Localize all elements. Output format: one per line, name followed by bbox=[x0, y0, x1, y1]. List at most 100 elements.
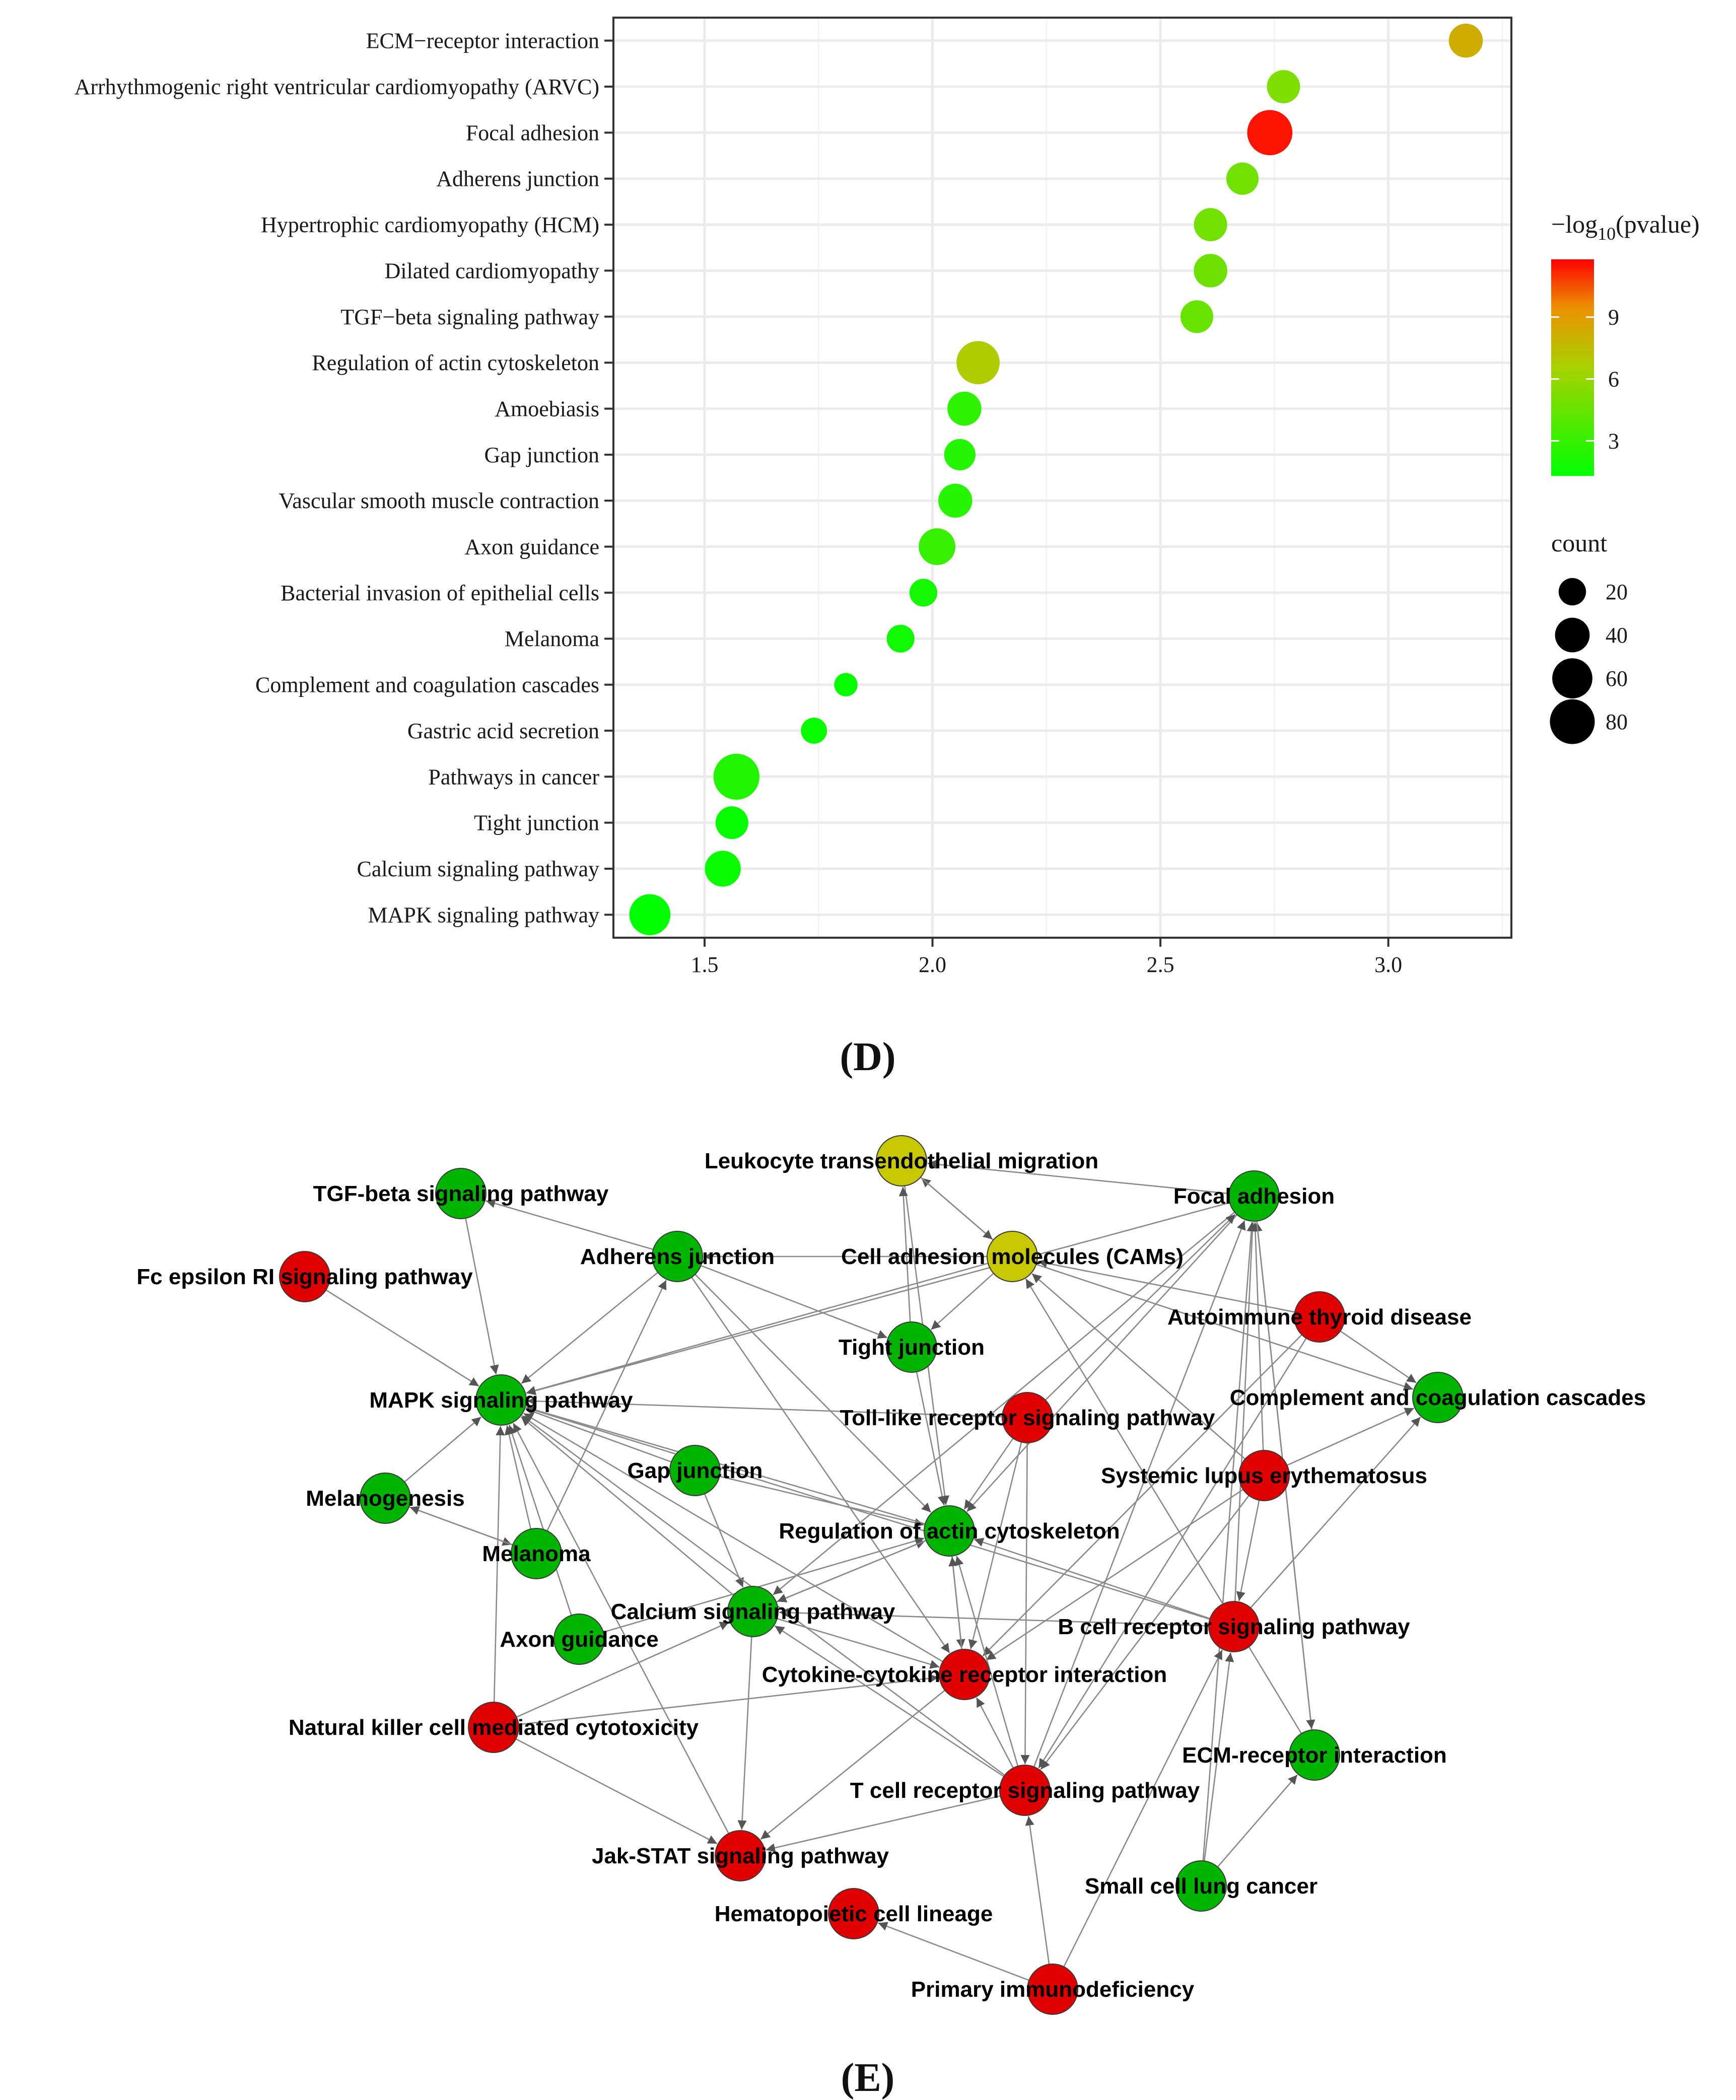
network-edge bbox=[513, 1423, 729, 1834]
network-edge bbox=[527, 1396, 1003, 1418]
color-tick-label: 3 bbox=[1608, 429, 1619, 453]
network-node-label: Leukocyte transendothelial migration bbox=[705, 1149, 1098, 1173]
y-axis-term-labels: ECM−receptor interaction Arrhythmogenic r… bbox=[75, 29, 613, 927]
network-edge bbox=[695, 1274, 932, 1513]
size-legend-dot bbox=[1558, 578, 1586, 606]
network-node-label: Cell adhesion molecules (CAMs) bbox=[841, 1244, 1184, 1269]
network-edge bbox=[974, 1537, 1211, 1620]
data-point bbox=[715, 806, 748, 839]
network-edge bbox=[1033, 1220, 1246, 1767]
network-edge bbox=[1063, 1649, 1223, 1967]
network-node-label: Gap junction bbox=[628, 1458, 763, 1483]
network-node-hema bbox=[828, 1888, 879, 1939]
network-edge bbox=[982, 1334, 1302, 1657]
network-edge bbox=[1287, 1408, 1415, 1466]
y-tick-label: Amoebiasis bbox=[495, 396, 599, 421]
network-node-label: Primary immunodeficiency bbox=[911, 1977, 1195, 2002]
network-edge bbox=[948, 1557, 963, 1650]
color-tick-label: 6 bbox=[1608, 367, 1619, 392]
network-edge bbox=[465, 1218, 499, 1375]
network-node-label: Fc epsilon RI signaling pathway bbox=[136, 1265, 473, 1289]
network-edge bbox=[1236, 1500, 1260, 1601]
network-edge bbox=[518, 1673, 939, 1725]
network-node-label: Hematopoietic cell lineage bbox=[715, 1902, 993, 1926]
network-edge bbox=[493, 1426, 505, 1703]
size-legend-items: 20 40 60 80 bbox=[1550, 578, 1628, 744]
data-point bbox=[801, 718, 827, 744]
plot-gridlines bbox=[613, 18, 1511, 938]
network-edge bbox=[485, 1199, 654, 1250]
y-tick-label: Arrhythmogenic right ventricular cardiom… bbox=[75, 75, 599, 99]
plot-points bbox=[629, 23, 1483, 936]
network-node-label: Toll-like receptor signaling pathway bbox=[840, 1406, 1215, 1430]
x-tick-label: 3.0 bbox=[1374, 952, 1402, 977]
network-node-label: Axon guidance bbox=[500, 1627, 658, 1652]
network-node-autoimm bbox=[1294, 1291, 1345, 1343]
y-tick-label: Complement and coagulation cascades bbox=[255, 673, 599, 697]
data-point bbox=[886, 624, 915, 653]
data-point bbox=[1247, 110, 1293, 156]
color-bar bbox=[1551, 259, 1594, 476]
network-edge bbox=[1202, 1222, 1256, 1861]
network-edge bbox=[525, 1408, 672, 1463]
size-legend-dot bbox=[1555, 617, 1590, 653]
network-node-label: Adherens junction bbox=[580, 1244, 775, 1269]
data-point bbox=[1267, 70, 1300, 103]
y-tick-label: Vascular smooth muscle contraction bbox=[279, 488, 599, 513]
network-edge bbox=[409, 1506, 513, 1546]
network-node-ecm bbox=[1289, 1729, 1340, 1781]
network-edge bbox=[1025, 1816, 1050, 1965]
network-node-label: ECM-receptor interaction bbox=[1182, 1743, 1447, 1768]
network-edge bbox=[927, 1159, 1229, 1195]
plot-panel-background bbox=[613, 18, 1511, 938]
x-tick-label: 2.5 bbox=[1147, 952, 1174, 977]
network-edge bbox=[515, 1738, 718, 1845]
y-tick-label: Focal adhesion bbox=[466, 120, 599, 145]
network-edge bbox=[963, 1438, 1014, 1510]
y-tick-label: Tight junction bbox=[474, 811, 599, 835]
color-legend: −log10(pvalue) 9 6 3 bbox=[1551, 210, 1700, 476]
network-node-label: Systemic lupus erythematosus bbox=[1101, 1463, 1427, 1488]
network-node-label: Focal adhesion bbox=[1173, 1184, 1335, 1209]
network-node-tgfb bbox=[435, 1168, 487, 1219]
network-edge bbox=[1250, 1416, 1421, 1608]
network-nodes: Leukocyte transendothelial migration TGF-… bbox=[136, 1135, 1646, 2015]
network-node-melano bbox=[360, 1473, 411, 1524]
network-edge bbox=[1031, 1273, 1246, 1460]
network-edge bbox=[966, 1214, 1238, 1512]
network-edge bbox=[691, 1277, 950, 1653]
network-edge bbox=[526, 1406, 1210, 1620]
network-edge bbox=[878, 1922, 1029, 1981]
y-tick-label: TGF−beta signaling pathway bbox=[340, 305, 599, 329]
y-tick-label: Regulation of actin cytoskeleton bbox=[312, 351, 599, 375]
data-point bbox=[1194, 254, 1227, 288]
network-node-pid bbox=[1027, 1964, 1078, 2015]
size-legend-label: 20 bbox=[1606, 580, 1628, 604]
data-point bbox=[1226, 162, 1259, 195]
network-edge bbox=[546, 1280, 667, 1531]
y-tick-label: MAPK signaling pathway bbox=[368, 902, 599, 927]
network-edge bbox=[508, 1425, 572, 1616]
network-node-label: Natural killer cell mediated cytotoxicit… bbox=[289, 1715, 699, 1740]
network-node-cams bbox=[987, 1231, 1038, 1282]
panel-letter-e: (E) bbox=[841, 2056, 895, 2100]
network-node-gap bbox=[669, 1445, 721, 1496]
plot-panel-border bbox=[612, 17, 1512, 939]
y-tick-label: ECM−receptor interaction bbox=[366, 29, 599, 53]
network-node-label: Small cell lung cancer bbox=[1085, 1874, 1317, 1899]
network-edge bbox=[1203, 1652, 1234, 1861]
network-edge bbox=[1037, 1258, 1295, 1313]
network-node-label: Cytokine-cytokine receptor interaction bbox=[762, 1662, 1167, 1687]
data-point bbox=[834, 673, 858, 696]
network-edge bbox=[1020, 1442, 1030, 1765]
network-edge bbox=[898, 1186, 911, 1322]
network-edge bbox=[325, 1289, 479, 1387]
network-edge bbox=[773, 1211, 1235, 1595]
network-edge bbox=[986, 1489, 1244, 1661]
network-edge bbox=[701, 1265, 887, 1339]
network-node-label: Autoimmune thyroid disease bbox=[1167, 1305, 1472, 1329]
network-node-axon bbox=[553, 1614, 605, 1665]
size-legend-dot bbox=[1552, 658, 1592, 698]
data-point bbox=[713, 753, 760, 800]
